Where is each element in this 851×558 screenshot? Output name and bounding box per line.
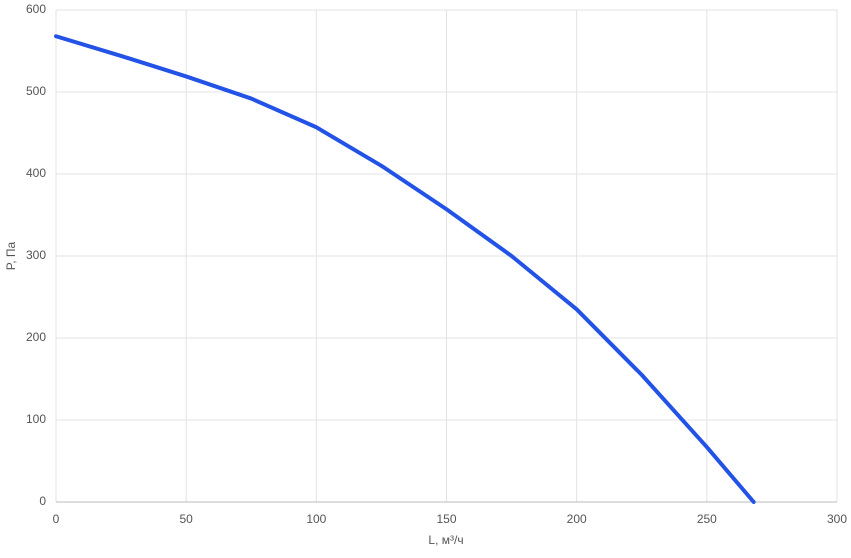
x-tick-label: 150 [436,512,456,526]
x-tick-label: 300 [827,512,847,526]
y-tick-label: 0 [39,494,46,508]
x-tick-label: 50 [179,512,193,526]
x-tick-label: 100 [306,512,326,526]
y-tick-label: 600 [26,2,46,16]
x-tick-label: 250 [697,512,717,526]
x-tick-label: 0 [53,512,60,526]
y-axis-title: P, Па [4,241,18,270]
y-tick-label: 200 [26,330,46,344]
y-tick-label: 500 [26,84,46,98]
line-series [54,34,756,504]
x-axis-title: L, м³/ч [428,533,463,547]
y-tick-label: 400 [26,166,46,180]
y-tick-label: 100 [26,412,46,426]
y-tick-label: 300 [26,248,46,262]
x-tick-label: 200 [567,512,587,526]
